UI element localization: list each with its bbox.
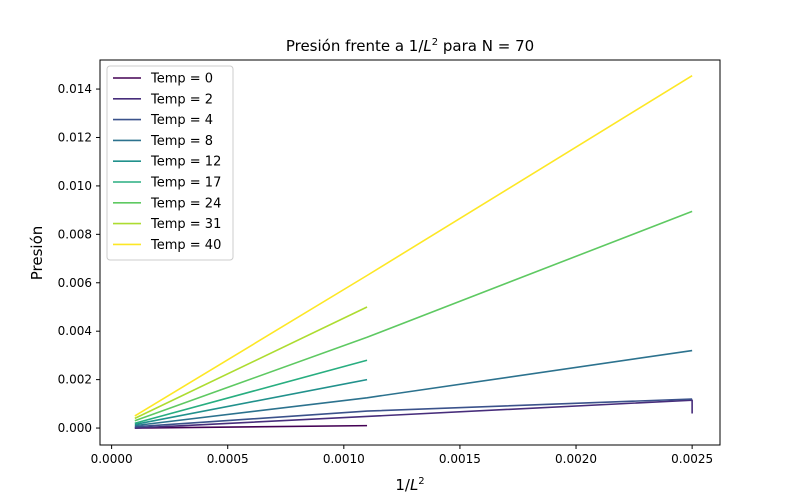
x-axis: 0.0000 0.0005 0.0010 0.0015 0.0020 0.0025 — [91, 445, 713, 466]
legend-label-4: Temp = 12 — [150, 155, 221, 170]
legend-label-1: Temp = 2 — [150, 92, 213, 107]
series-line-6 — [134, 210, 693, 422]
y-axis-label: Presión — [28, 226, 46, 281]
legend-label-0: Temp = 0 — [150, 72, 213, 87]
y-tick-label: 0.002 — [58, 373, 92, 387]
y-tick-label: 0.012 — [58, 130, 92, 144]
series-layer — [134, 75, 693, 429]
series-line-0 — [134, 424, 368, 429]
x-tick-label: 0.0025 — [671, 452, 713, 466]
series-line-4 — [134, 378, 368, 426]
y-tick-label: 0.014 — [58, 82, 92, 96]
y-axis: 0.000 0.002 0.004 0.006 0.008 0.010 0.012 0.014 — [58, 82, 100, 435]
series-line-2 — [134, 398, 693, 428]
x-tick-label: 0.0010 — [323, 452, 365, 466]
series-line-5 — [134, 359, 368, 424]
plot-frame — [99, 59, 721, 446]
x-tick-label: 0.0000 — [91, 452, 133, 466]
x-tick-label: 0.0020 — [555, 452, 597, 466]
chart-title: Presión frente a 1/L2 para N = 70 — [286, 37, 534, 55]
series-line-1 — [134, 399, 693, 429]
y-tick-label: 0.010 — [58, 179, 92, 193]
legend: Temp = 0 Temp = 2 Temp = 4 Temp = 8 Temp = 1… — [106, 65, 234, 261]
legend-label-8: Temp = 40 — [150, 238, 221, 253]
y-tick-label: 0.006 — [58, 276, 92, 290]
series-line-3 — [134, 349, 693, 427]
legend-label-5: Temp = 17 — [150, 176, 221, 191]
legend-label-2: Temp = 4 — [150, 113, 213, 128]
legend-box — [106, 65, 234, 261]
y-tick-label: 0.008 — [58, 227, 92, 241]
x-tick-label: 0.0005 — [207, 452, 249, 466]
y-tick-label: 0.004 — [58, 324, 92, 338]
legend-label-7: Temp = 31 — [150, 217, 221, 232]
series-line-7 — [134, 306, 368, 420]
x-tick-label: 0.0015 — [439, 452, 481, 466]
series-line-8 — [134, 75, 693, 417]
legend-label-6: Temp = 24 — [150, 196, 221, 211]
y-tick-label: 0.000 — [58, 421, 92, 435]
x-axis-label: 1/L2 — [395, 476, 424, 494]
legend-label-3: Temp = 8 — [150, 134, 213, 149]
